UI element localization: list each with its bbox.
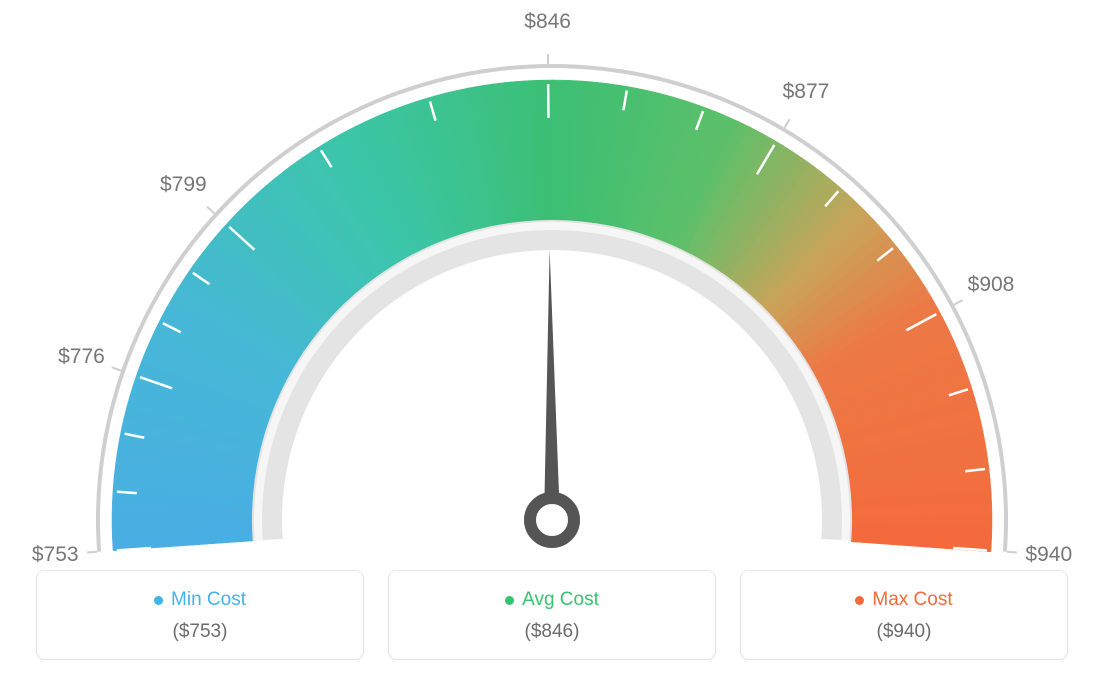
legend-dot-avg [505,596,514,605]
legend-card-min: Min Cost ($753) [36,570,364,660]
legend-title-row: Avg Cost [399,589,705,611]
legend-title-row: Max Cost [751,589,1057,611]
gauge-tick-label: $877 [783,80,830,104]
gauge-tick-label: $846 [524,10,571,34]
gauge-tick-label: $799 [160,173,207,197]
legend-dot-min [154,596,163,605]
legend-value-min: ($753) [47,621,353,643]
legend-value-max: ($940) [751,621,1057,643]
legend-title-row: Min Cost [47,589,353,611]
legend-row: Min Cost ($753) Avg Cost ($846) Max Cost… [0,570,1104,660]
gauge-svg [0,0,1104,560]
legend-dot-max [855,596,864,605]
gauge-tick-label: $753 [32,543,79,567]
legend-title-max: Max Cost [872,589,952,611]
legend-card-avg: Avg Cost ($846) [388,570,716,660]
legend-title-avg: Avg Cost [522,589,599,611]
gauge-tick-label: $776 [58,345,105,369]
gauge-chart: $753$776$799$846$877$908$940 [0,0,1104,560]
legend-card-max: Max Cost ($940) [740,570,1068,660]
legend-title-min: Min Cost [171,589,246,611]
gauge-tick-label: $940 [1025,543,1072,567]
gauge-tick-label: $908 [968,273,1015,297]
legend-value-avg: ($846) [399,621,705,643]
